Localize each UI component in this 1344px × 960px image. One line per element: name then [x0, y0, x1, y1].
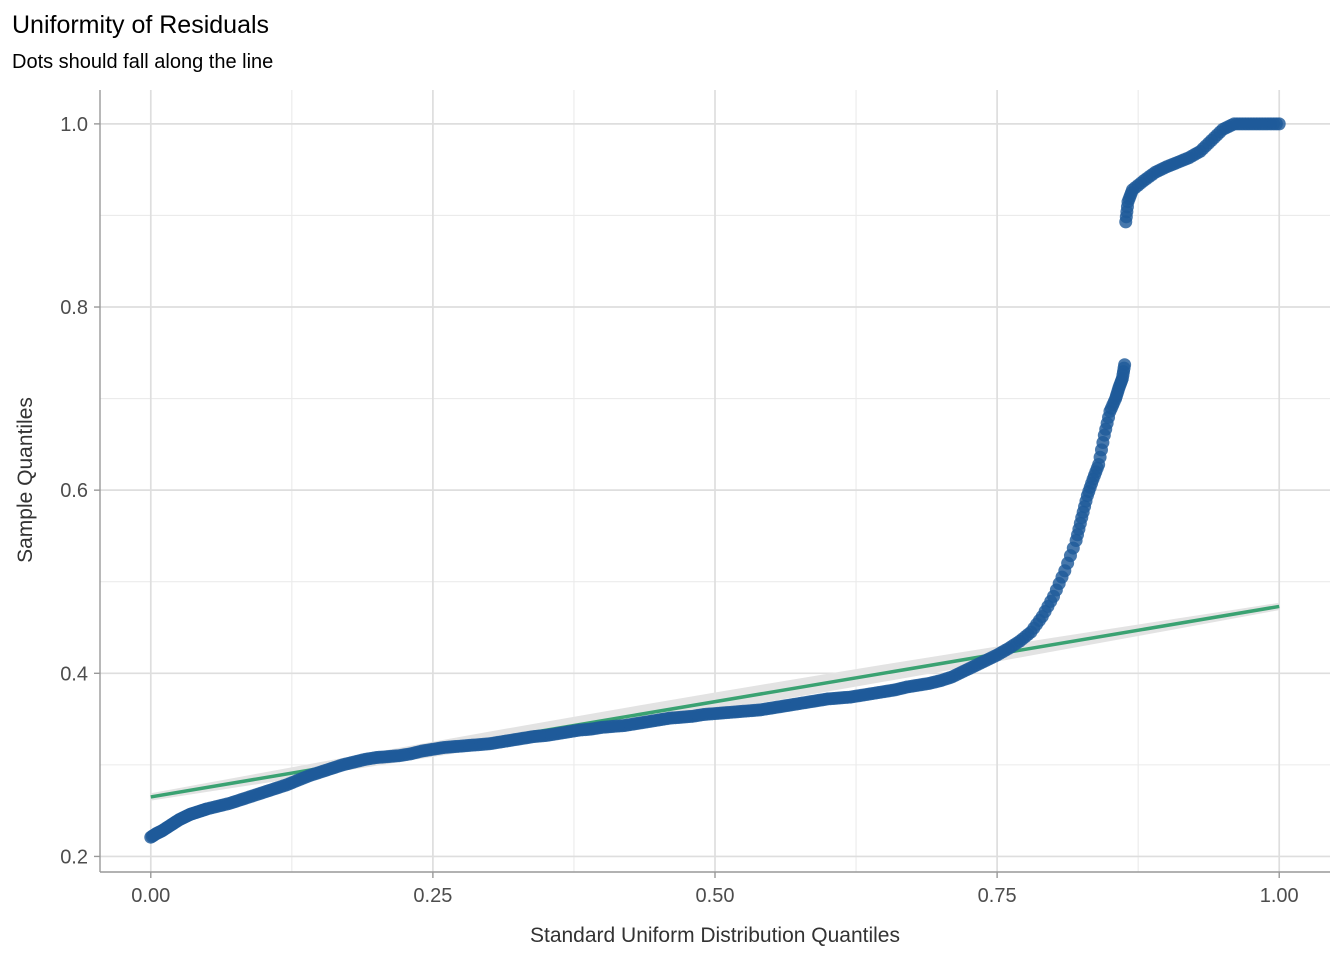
y-tick-label: 0.2 — [60, 846, 88, 868]
data-point — [1269, 117, 1283, 131]
data-points — [144, 117, 1286, 844]
data-point — [1096, 436, 1110, 450]
x-tick-label: 0.00 — [131, 885, 170, 907]
x-tick-label: 1.00 — [1260, 885, 1299, 907]
x-tick-label: 0.75 — [978, 885, 1017, 907]
tick-labels: 0.00 0.25 0.50 0.75 1.00 0.2 0.4 0.6 0.8 1.0 — [60, 114, 1299, 907]
axes — [94, 90, 1330, 878]
x-tick-label: 0.50 — [696, 885, 735, 907]
data-point — [1073, 516, 1087, 530]
chart-title: Uniformity of Residuals — [12, 11, 269, 39]
data-point — [1044, 594, 1058, 608]
data-point — [1055, 570, 1069, 584]
data-point — [1117, 361, 1131, 375]
data-point — [1066, 541, 1080, 555]
x-tick-label: 0.25 — [413, 885, 452, 907]
x-axis-label: Standard Uniform Distribution Quantiles — [530, 924, 900, 947]
chart-subtitle: Dots should fall along the line — [12, 51, 273, 73]
y-tick-label: 1.0 — [60, 114, 88, 136]
y-tick-label: 0.4 — [60, 663, 88, 685]
y-axis-label: Sample Quantiles — [14, 397, 37, 563]
y-tick-label: 0.8 — [60, 297, 88, 319]
y-tick-label: 0.6 — [60, 480, 88, 502]
grid — [100, 90, 1330, 872]
data-point — [1090, 461, 1104, 475]
